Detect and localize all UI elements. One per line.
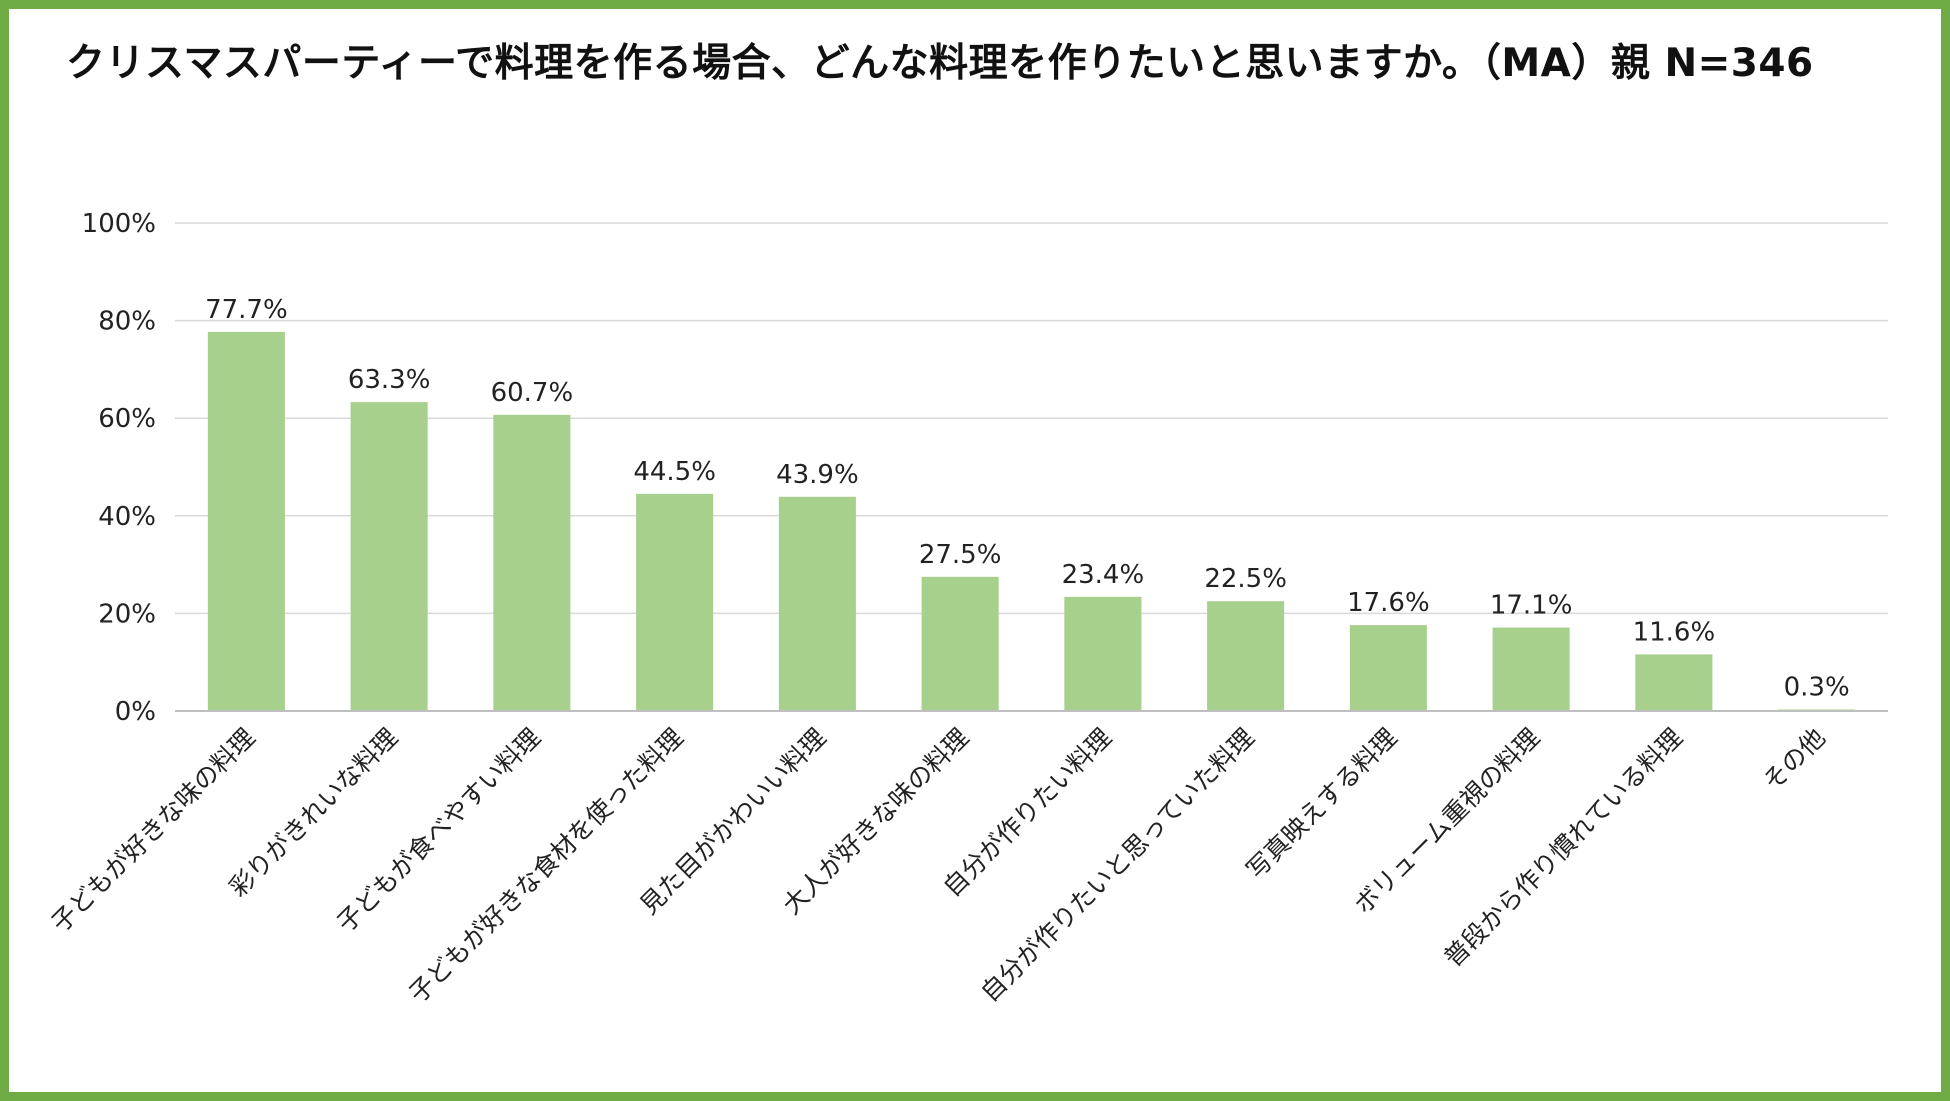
bar bbox=[778, 496, 856, 711]
bar bbox=[1349, 625, 1427, 711]
data-label: 27.5% bbox=[919, 540, 1002, 570]
bar bbox=[636, 493, 714, 711]
category-labels: 子どもが好きな味の料理彩りがきれいな料理子どもが食べやすい料理子どもが好きな食材… bbox=[46, 723, 1831, 1009]
bar bbox=[1492, 627, 1570, 711]
data-label: 17.1% bbox=[1490, 591, 1573, 621]
data-labels: 77.7% 63.3% 60.7% 44.5% 43.9% 27.5% 23.4% 22.5%… bbox=[205, 295, 1850, 703]
y-tick-label: 80% bbox=[98, 307, 156, 337]
category-label: 子どもが好きな食材を使った料理 bbox=[403, 723, 689, 1009]
bar bbox=[1635, 654, 1713, 711]
data-label: 0.3% bbox=[1784, 673, 1850, 703]
chart-title: クリスマスパーティーで料理を作る場合、どんな料理を作りたいと思いますか。（MA）… bbox=[66, 41, 1814, 86]
data-label: 44.5% bbox=[633, 457, 716, 487]
bar bbox=[921, 576, 999, 711]
y-tick-label: 60% bbox=[98, 404, 156, 434]
bars bbox=[207, 331, 1856, 711]
bar bbox=[1207, 601, 1285, 711]
data-label: 22.5% bbox=[1204, 564, 1287, 594]
data-label: 17.6% bbox=[1347, 588, 1430, 618]
bar bbox=[1064, 596, 1142, 711]
category-label: 子どもが好きな味の料理 bbox=[46, 723, 261, 938]
data-label: 77.7% bbox=[205, 295, 288, 325]
category-label: その他 bbox=[1757, 723, 1831, 797]
y-tick-label: 0% bbox=[115, 697, 156, 727]
bar bbox=[207, 331, 285, 711]
bar bbox=[493, 414, 571, 711]
bar bbox=[350, 402, 428, 711]
y-tick-label: 40% bbox=[98, 502, 156, 532]
y-tick-label: 20% bbox=[98, 599, 156, 629]
data-label: 63.3% bbox=[348, 365, 431, 395]
category-label: 普段から作り慣れている料理 bbox=[1438, 723, 1688, 973]
data-label: 23.4% bbox=[1062, 560, 1145, 590]
data-label: 11.6% bbox=[1633, 617, 1716, 647]
category-label: 自分が作りたいと思っていた料理 bbox=[975, 723, 1260, 1008]
category-label: 写真映えする料理 bbox=[1241, 723, 1403, 885]
data-label: 43.9% bbox=[776, 460, 859, 490]
y-tick-label: 100% bbox=[82, 209, 156, 239]
gridlines bbox=[175, 222, 1888, 615]
y-axis-ticks: 0% 20% 40% 60% 80% 100% bbox=[82, 209, 156, 727]
data-label: 60.7% bbox=[491, 378, 574, 408]
